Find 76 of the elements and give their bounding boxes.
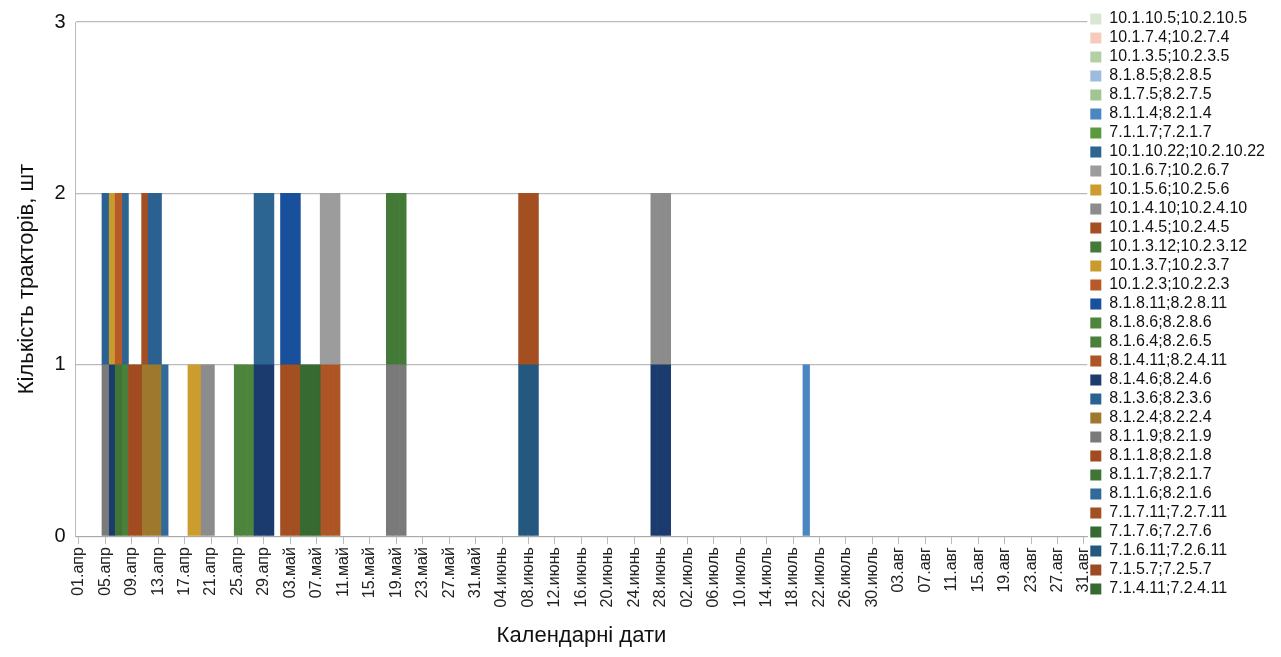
- x-tick-label: 27.май: [439, 547, 457, 599]
- x-tick-label: 20.июнь: [598, 547, 616, 608]
- x-tick-label: 12.июнь: [545, 547, 563, 608]
- x-tick-label: 24.июнь: [624, 547, 642, 608]
- x-tick-label: 13.апр: [148, 547, 166, 596]
- legend-label: 8.1.8.5;8.2.8.5: [1109, 66, 1212, 84]
- x-tick-label: 26.июль: [836, 547, 854, 608]
- y-tick-label: 0: [54, 523, 66, 546]
- legend-label: 10.1.3.7;10.2.3.7: [1109, 256, 1230, 274]
- x-tick-label: 02.июль: [677, 547, 695, 608]
- legend-label: 8.1.6.4;8.2.6.5: [1109, 332, 1212, 350]
- legend-label: 10.1.6.7;10.2.6.7: [1109, 161, 1230, 179]
- x-tick-label: 08.июнь: [518, 547, 536, 608]
- y-tick-label: 3: [54, 9, 66, 32]
- legend-label: 8.1.4.11;8.2.4.11: [1109, 351, 1228, 369]
- x-tick-label: 22.июль: [809, 547, 827, 608]
- legend-label: 10.1.7.4;10.2.7.4: [1109, 28, 1230, 46]
- legend-label: 7.1.7.11;7.2.7.11: [1109, 503, 1228, 521]
- legend-label: 10.1.2.3;10.2.2.3: [1109, 275, 1230, 293]
- x-tick-label: 16.июнь: [571, 547, 589, 608]
- legend-label: 10.1.10.22;10.2.10.22: [1109, 142, 1266, 160]
- legend-label: 10.1.3.5;10.2.3.5: [1109, 47, 1230, 65]
- legend-label: 8.1.1.8;8.2.1.8: [1109, 446, 1212, 464]
- legend-label: 7.1.4.11;7.2.4.11: [1109, 579, 1228, 597]
- legend-label: 8.1.1.7;8.2.1.7: [1109, 465, 1212, 483]
- x-tick-label: 21.апр: [201, 547, 219, 596]
- legend-label: 10.1.4.5;10.2.4.5: [1109, 218, 1230, 236]
- legend-label: 7.1.1.7;7.2.1.7: [1109, 123, 1212, 141]
- x-tick-label: 11.май: [333, 547, 351, 597]
- x-tick-label: 18.июль: [783, 547, 801, 608]
- legend-label: 10.1.3.12;10.2.3.12: [1109, 237, 1248, 255]
- x-tick-label: 27.авг: [1047, 546, 1065, 593]
- y-tick-label: 1: [54, 352, 66, 375]
- x-tick-label: 03.авг: [889, 546, 907, 593]
- x-tick-label: 04.июнь: [492, 547, 510, 608]
- x-tick-label: 11.авг: [942, 546, 960, 592]
- legend-label: 7.1.6.11;7.2.6.11: [1109, 541, 1228, 559]
- x-tick-label: 17.апр: [175, 547, 193, 596]
- x-tick-label: 30.июль: [862, 547, 880, 608]
- legend-label: 10.1.5.6;10.2.5.6: [1109, 180, 1230, 198]
- x-tick-label: 05.апр: [95, 547, 113, 596]
- legend-label: 10.1.10.5;10.2.10.5: [1109, 9, 1248, 27]
- x-axis-title: Календарні дати: [496, 621, 667, 647]
- legend-label: 10.1.4.10;10.2.4.10: [1109, 199, 1248, 217]
- x-tick-label: 19.май: [386, 547, 404, 599]
- legend-label: 8.1.1.4;8.2.1.4: [1109, 104, 1212, 122]
- y-tick-label: 2: [54, 180, 66, 203]
- x-tick-label: 07.май: [307, 547, 325, 599]
- x-tick-label: 19.авг: [995, 546, 1013, 593]
- x-tick-label: 06.июль: [704, 547, 722, 608]
- x-tick-label: 10.июль: [730, 547, 748, 608]
- x-tick-label: 23.авг: [1021, 546, 1039, 593]
- legend-label: 7.1.5.7;7.2.5.7: [1109, 560, 1212, 578]
- legend-label: 8.1.8.11;8.2.8.11: [1109, 294, 1228, 312]
- x-tick-label: 28.июнь: [651, 547, 669, 608]
- x-tick-label: 07.авг: [915, 546, 933, 593]
- x-tick-label: 09.апр: [122, 547, 140, 596]
- legend-label: 8.1.3.6;8.2.3.6: [1109, 389, 1212, 407]
- x-tick-label: 15.авг: [968, 546, 986, 593]
- legend-label: 7.1.7.6;7.2.7.6: [1109, 522, 1212, 540]
- x-tick-label: 15.май: [360, 547, 378, 599]
- x-tick-label: 14.июль: [756, 547, 774, 608]
- x-tick-label: 25.апр: [227, 547, 245, 596]
- legend-label: 8.1.1.9;8.2.1.9: [1109, 427, 1212, 445]
- y-axis-title: Кількість тракторів, шт: [13, 163, 39, 395]
- legend-label: 8.1.4.6;8.2.4.6: [1109, 370, 1212, 388]
- legend-label: 8.1.7.5;8.2.7.5: [1109, 85, 1212, 103]
- legend-label: 8.1.1.6;8.2.1.6: [1109, 484, 1212, 502]
- x-tick-label: 31.авг: [1074, 546, 1092, 593]
- legend-label: 8.1.2.4;8.2.2.4: [1109, 408, 1212, 426]
- x-tick-label: 31.май: [466, 547, 484, 599]
- x-tick-label: 23.май: [413, 547, 431, 599]
- x-tick-label: 03.май: [280, 547, 298, 599]
- legend-label: 8.1.8.6;8.2.8.6: [1109, 313, 1212, 331]
- x-tick-label: 01.апр: [69, 547, 87, 596]
- x-tick-label: 29.апр: [254, 547, 272, 596]
